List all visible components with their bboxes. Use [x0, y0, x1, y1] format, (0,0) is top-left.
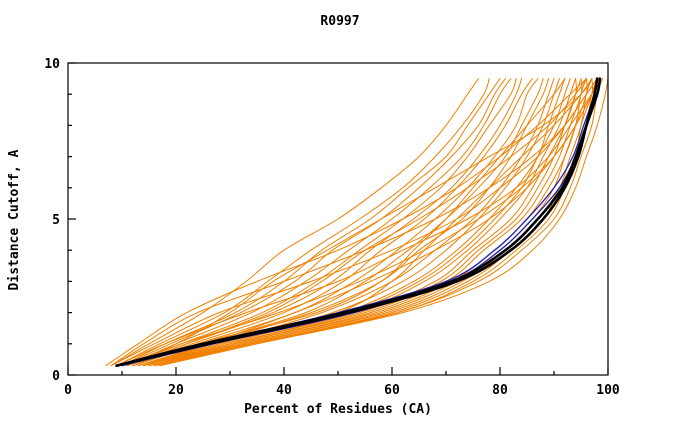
reference-curve-group — [115, 77, 602, 367]
model-curve — [132, 78, 544, 367]
model-curve — [126, 78, 566, 367]
reference-curve — [115, 77, 602, 367]
chart-title: R0997 — [320, 14, 359, 29]
x-tick-label: 80 — [492, 383, 508, 398]
model-curve — [148, 78, 577, 367]
axes-group — [67, 62, 609, 376]
model-curve — [159, 78, 609, 367]
model-curve — [132, 78, 587, 367]
model-curve — [148, 78, 582, 367]
model-curve — [132, 78, 539, 367]
model-curve — [116, 78, 490, 367]
x-tick-label: 100 — [596, 383, 620, 398]
model-curve — [110, 78, 598, 367]
y-tick-label: 10 — [44, 57, 60, 72]
y-axis-label: Distance Cutoff, A — [7, 149, 22, 290]
x-tick-label: 0 — [64, 383, 72, 398]
model-curve — [137, 78, 550, 367]
model-curve — [132, 78, 533, 367]
x-tick-label: 60 — [384, 383, 400, 398]
tick-labels-group: 0 20 40 60 80 100 0 5 10 — [44, 57, 620, 398]
model-curve — [110, 78, 479, 367]
model-curve — [121, 78, 598, 367]
x-axis-label: Percent of Residues (CA) — [244, 402, 432, 417]
model-curve — [159, 78, 598, 367]
model-curve — [116, 78, 604, 367]
x-tick-label: 20 — [168, 383, 184, 398]
model-curve — [121, 78, 593, 367]
x-tick-label: 40 — [276, 383, 292, 398]
y-tick-label: 0 — [52, 369, 60, 384]
model-curve — [126, 78, 512, 367]
model-curve — [105, 78, 587, 367]
model-curves-group — [105, 78, 609, 367]
y-tick-label: 5 — [52, 213, 60, 228]
